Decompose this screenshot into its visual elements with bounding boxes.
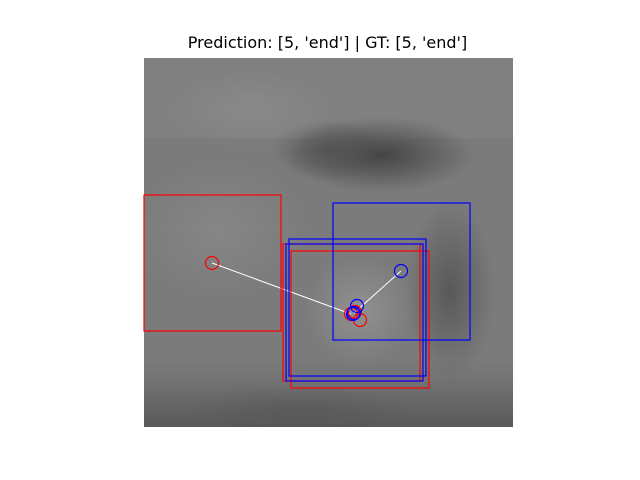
prediction-marker (347, 304, 363, 320)
prediction-box (143, 194, 282, 332)
ground-truth-marker (393, 263, 409, 279)
prediction-box (290, 250, 430, 389)
grayscale-image (144, 58, 513, 427)
ground-truth-markers (345, 263, 409, 322)
ground-truth-marker (349, 298, 365, 314)
ground-truth-box (332, 202, 471, 341)
ground-truth-marker (346, 305, 362, 321)
prediction-marker (204, 255, 220, 271)
ground-truth-box (288, 238, 427, 377)
ground-truth-boxes (285, 202, 471, 382)
ground-truth-trajectory-line (353, 270, 402, 314)
ground-truth-marker (345, 306, 361, 322)
figure-title: Prediction: [5, 'end'] | GT: [5, 'end'] (187, 33, 468, 52)
ground-truth-box (285, 243, 424, 382)
